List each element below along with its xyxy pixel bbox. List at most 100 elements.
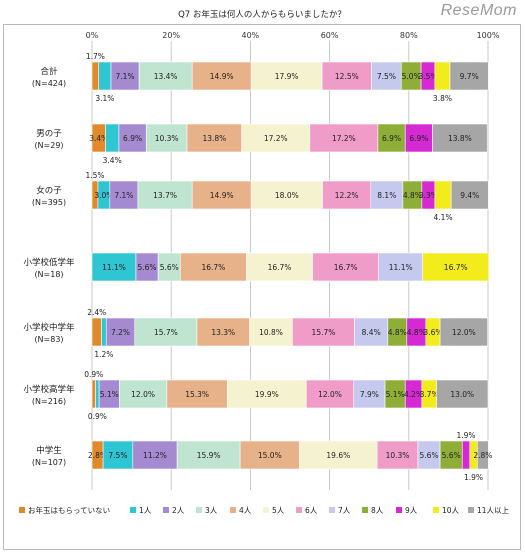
data-label: 12.5% [335,72,359,81]
data-label: 3.6% [423,328,442,337]
bar-segment [109,180,139,210]
bar-segment [91,61,100,91]
legend-swatch [263,507,269,513]
bar-segment [404,123,433,153]
legend-label: 9人 [405,506,418,515]
x-tick-label: 20% [162,31,180,40]
data-label: 15.3% [185,390,209,399]
chart-title: Q7 お年玉は何人の人からもらいましたか？ [178,9,346,20]
data-label: 14.9% [210,72,234,81]
bar-segment [432,123,488,153]
legend-label: 8人 [371,506,384,515]
data-label: 0.9% [84,370,103,379]
bar-segment [477,440,489,470]
data-label: 7.9% [360,390,379,399]
legend-label: 4人 [239,506,252,515]
bar-segment [322,180,372,210]
bar-segment [450,180,489,210]
bar-segment [321,61,372,91]
data-label: 10.3% [386,451,410,460]
data-label: 3.3% [419,191,438,200]
data-label: 15.9% [197,451,221,460]
data-label: 4.8% [403,191,422,200]
bar-segment [439,317,488,347]
bar-segment [299,440,378,470]
bar-segment [105,317,136,347]
legend-swatch [362,507,368,513]
bar-segment [102,440,134,470]
data-label: 3.1% [95,94,114,103]
bar-segment [132,440,178,470]
data-label: 4.8% [407,328,426,337]
data-label: 5.6% [160,263,179,272]
category-label: 合計 [40,66,58,77]
data-label: 7.5% [377,72,396,81]
data-label: 5.1% [386,390,405,399]
data-label: 5.0% [402,72,421,81]
data-label: 13.7% [153,191,177,200]
bar-segment [227,379,307,409]
legend-swatch [230,507,236,513]
data-label: 12.2% [335,191,359,200]
category-n-label: (N=29) [34,141,63,150]
data-label: 5.6% [442,451,461,460]
data-label: 4.8% [388,328,407,337]
legend-label: 10人 [442,506,460,515]
data-label: 3.0% [94,191,113,200]
bar-segment [249,317,293,347]
category-n-label: (N=395) [32,198,66,207]
bar-segment [354,317,389,347]
category-label: 女の子 [36,185,62,196]
data-label: 12.0% [452,328,476,337]
data-label: 15.7% [312,328,336,337]
data-label: 3.7% [420,390,439,399]
legend-swatch [329,507,335,513]
legend-label: 11人以上 [477,506,510,515]
data-label: 6.9% [123,134,142,143]
bar-segment [191,180,252,210]
legend-swatch [196,507,202,513]
legend-swatch [130,507,136,513]
x-tick-label: 60% [321,31,339,40]
data-label: 5.6% [138,263,157,272]
category-label: 小学校低学年 [23,257,75,268]
data-label: 1.5% [85,171,104,180]
bar-segment [434,180,452,210]
data-label: 15.0% [258,451,282,460]
legend-label: 2人 [172,506,185,515]
data-label: 1.9% [464,473,483,482]
bar-segment [305,379,355,409]
data-label: 16.7% [444,263,468,272]
data-label: 1.9% [456,431,475,440]
legend-label: 5人 [272,506,285,515]
data-label: 1.2% [94,350,113,359]
data-label: 2.8% [88,451,107,460]
x-tick-label: 100% [477,31,500,40]
data-label: 13.0% [450,390,474,399]
bar-segment [434,61,451,91]
bar-segment [176,440,241,470]
data-label: 13.8% [448,134,472,143]
data-label: 19.6% [326,451,350,460]
data-label: 17.2% [264,134,288,143]
legend-swatch [396,507,402,513]
bar-segment [241,123,311,153]
category-n-label: (N=424) [32,79,66,88]
legend-swatch [19,507,25,513]
bar-segment [371,61,402,91]
category-n-label: (N=107) [32,458,66,467]
bar-segment [138,61,193,91]
data-label: 16.7% [334,263,358,272]
data-label: 3.8% [433,94,452,103]
bar-segment [196,317,250,347]
data-label: 17.2% [332,134,356,143]
data-label: 16.7% [268,263,292,272]
bar-segment [186,123,242,153]
data-label: 8.4% [362,328,381,337]
category-label: 小学校高学年 [23,384,75,395]
data-label: 3.4% [103,156,122,165]
data-label: 9.4% [460,191,479,200]
legend-label: お年玉はもらっていない [28,505,110,515]
data-label: 17.9% [275,72,299,81]
legend-swatch [468,507,474,513]
